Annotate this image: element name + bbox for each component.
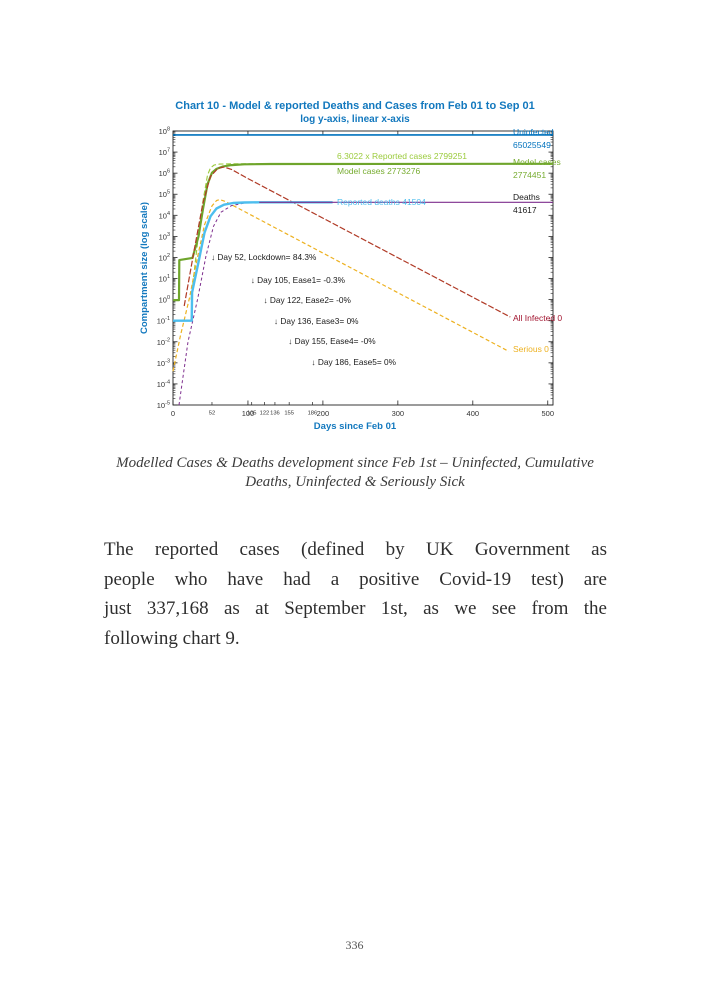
paragraph-line: people who have had a positive Covid-19 … (104, 568, 607, 590)
covid-model-chart: Chart 10 - Model & reported Deaths and C… (139, 100, 563, 432)
y-axis-title: Compartment size (log scale) (139, 202, 150, 334)
figure-caption-line: Modelled Cases & Deaths development sinc… (116, 455, 594, 471)
annotation-day-136: ↓ Day 136, Ease3= 0% (274, 316, 359, 326)
y-tick-label: 107 (159, 148, 170, 158)
y-tick-label: 104 (159, 211, 170, 221)
model-cases-final: Model cases (513, 157, 561, 167)
figure-caption-line: Deaths, Uninfected & Seriously Sick (245, 474, 465, 490)
x-tick-label: 500 (541, 409, 554, 418)
y-tick-label: 10-3 (157, 358, 170, 368)
plot-frame (172, 130, 554, 406)
x-tick-label: 200 (317, 409, 330, 418)
reported-deaths-label: Reported deaths 41504 (337, 197, 426, 207)
all-infected-final: All Infected 0 (513, 313, 562, 323)
x-event-tick-label: 155 (284, 411, 294, 417)
y-tick-label: 108 (159, 127, 170, 137)
uninfected-final: 65025549 (513, 140, 551, 150)
paragraph-line: just 337,168 as at September 1st, as we … (104, 598, 607, 619)
x-tick-label: 300 (392, 409, 405, 418)
y-tick-label: 103 (159, 232, 170, 242)
y-tick-label: 100 (159, 295, 170, 305)
annotation-day-105: ↓ Day 105, Ease1= -0.3% (251, 275, 346, 285)
serious-final: Serious 0 (513, 344, 549, 354)
y-tick-label: 105 (159, 190, 170, 200)
x-event-tick-label: 52 (209, 411, 215, 417)
model-cases-label: Model cases 2773276 (337, 166, 420, 176)
series-serious (172, 198, 510, 372)
x-event-tick-label: 186 (308, 411, 318, 417)
paragraph-line: The reported cases (defined by UK Govern… (104, 539, 607, 560)
series-model-deaths-rise (178, 201, 260, 406)
chart-subtitle: log y-axis, linear x-axis (300, 114, 410, 125)
figure-caption: Modelled Cases & Deaths development sinc… (85, 454, 625, 492)
plot-area: 10-510-410-310-210-110010110210310410510… (157, 127, 563, 419)
uninfected-final: Uninfected (513, 127, 554, 137)
x-event-tick-label: 105 (247, 411, 257, 417)
annotation-day-186: ↓ Day 186, Ease5= 0% (311, 357, 396, 367)
x-axis-title: Days since Feb 01 (314, 421, 397, 432)
annotation-day-52: ↓ Day 52, Lockdown= 84.3% (211, 252, 317, 262)
x-event-tick-label: 136 (270, 411, 280, 417)
body-paragraph: The reported cases (defined by UK Govern… (104, 535, 607, 653)
y-tick-label: 10-5 (157, 401, 170, 411)
x-tick-label: 0 (171, 409, 175, 418)
scaled-reported-cases-label: 6.3022 x Reported cases 2799251 (337, 151, 467, 161)
model-cases-final: 2774451 (513, 170, 546, 180)
y-tick-label: 10-1 (157, 316, 170, 326)
x-event-tick-label: 122 (260, 411, 270, 417)
y-tick-label: 10-4 (157, 379, 170, 389)
y-tick-label: 10-2 (157, 337, 170, 347)
x-tick-label: 100 (242, 409, 255, 418)
x-tick-label: 400 (467, 409, 480, 418)
series-all-infected (183, 166, 511, 318)
annotation-day-155: ↓ Day 155, Ease4= -0% (288, 336, 376, 346)
series-model-cases (173, 162, 554, 302)
series-reported-deaths (173, 201, 333, 322)
y-tick-label: 106 (159, 169, 170, 179)
page-number: 336 (345, 938, 364, 952)
chart-figure: Chart 10 - Model & reported Deaths and C… (120, 95, 620, 440)
deaths-final: 41617 (513, 205, 537, 215)
y-tick-label: 102 (159, 253, 170, 263)
y-tick-label: 101 (159, 274, 170, 284)
annotation-day-122: ↓ Day 122, Ease2= -0% (263, 295, 351, 305)
paragraph-line: following chart 9. (104, 627, 240, 649)
deaths-final: Deaths (513, 192, 540, 202)
chart-title: Chart 10 - Model & reported Deaths and C… (175, 100, 534, 112)
